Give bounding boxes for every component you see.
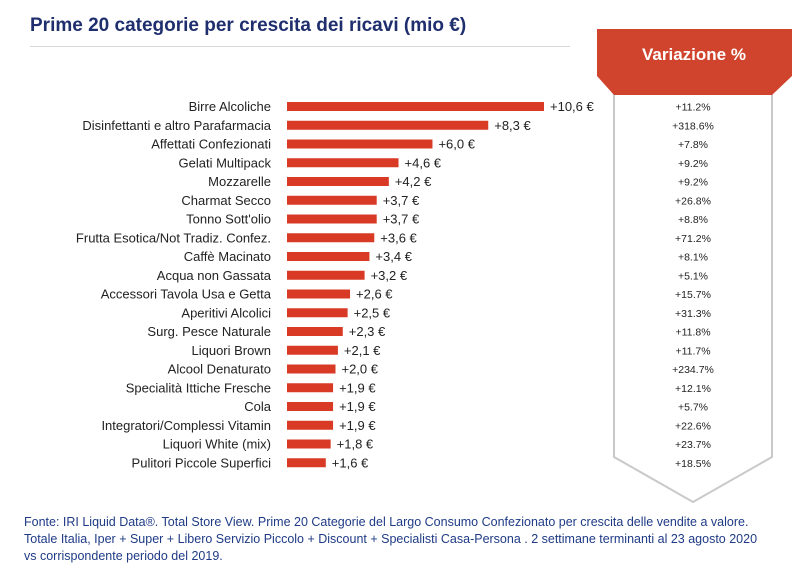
variation-header-label: Variazione % xyxy=(642,45,746,64)
category-label-cola: Cola xyxy=(244,399,272,414)
bars-layer: Birre Alcoliche +10,6 € Disinfettanti e al… xyxy=(76,99,595,470)
value-label-gelati-multipack: +4,6 € xyxy=(405,155,442,170)
category-label-affettati-confezionati: Affettati Confezionati xyxy=(151,137,271,152)
bar-liquori-white-mix xyxy=(287,439,331,449)
variation-accessori-tavola-usa-e-getta: +15.7% xyxy=(675,289,711,301)
bar-frutta-esotica-not-tradiz-confez xyxy=(287,233,375,243)
value-label-mozzarelle: +4,2 € xyxy=(395,174,432,189)
bar-birre-alcoliche xyxy=(287,102,544,111)
bar-aperitivi-alcolici xyxy=(287,308,348,318)
value-label-liquori-white-mix: +1,8 € xyxy=(337,437,374,452)
value-label-integratori-complessi-vitamin: +1,9 € xyxy=(339,418,376,433)
category-label-mozzarelle: Mozzarelle xyxy=(208,174,271,189)
variation-gelati-multipack: +9.2% xyxy=(678,158,708,170)
bar-disinfettanti-e-altro-parafarmacia xyxy=(287,120,489,130)
variation-alcool-denaturato: +234.7% xyxy=(672,364,714,376)
value-label-liquori-brown: +2,1 € xyxy=(344,343,381,358)
variation-liquori-brown: +11.7% xyxy=(675,345,710,357)
category-label-aperitivi-alcolici: Aperitivi Alcolici xyxy=(181,305,271,320)
variation-surg-pesce-naturale: +11.8% xyxy=(675,327,710,339)
value-label-frutta-esotica-not-tradiz-confez: +3,6 € xyxy=(380,230,417,245)
chart-title: Prime 20 categorie per crescita dei rica… xyxy=(30,15,467,36)
variation-pulitori-piccole-superfici: +18.5% xyxy=(675,458,711,470)
category-label-liquori-brown: Liquori Brown xyxy=(192,343,272,358)
bar-tonno-sott-olio xyxy=(287,214,377,224)
variation-disinfettanti-e-altro-parafarmacia: +318.6% xyxy=(672,120,714,132)
variation-values: +11.2% +318.6% +7.8% +9.2% +9.2% +26.8% +8.8% +… xyxy=(672,102,714,470)
value-label-pulitori-piccole-superfici: +1,6 € xyxy=(332,455,369,470)
value-label-cola: +1,9 € xyxy=(339,399,376,414)
category-label-surg-pesce-naturale: Surg. Pesce Naturale xyxy=(147,324,271,339)
variation-specialita-ittiche-fresche: +12.1% xyxy=(675,383,711,395)
variation-integratori-complessi-vitamin: +22.6% xyxy=(675,420,711,432)
bar-accessori-tavola-usa-e-getta xyxy=(287,289,351,299)
value-label-specialita-ittiche-fresche: +1,9 € xyxy=(339,380,376,395)
category-label-birre-alcoliche: Birre Alcoliche xyxy=(189,99,271,114)
variation-cola: +5.7% xyxy=(678,402,708,414)
title-divider xyxy=(30,46,570,47)
category-label-frutta-esotica-not-tradiz-confez: Frutta Esotica/Not Tradiz. Confez. xyxy=(76,230,271,245)
variation-acqua-non-gassata: +5.1% xyxy=(678,270,708,282)
bar-gelati-multipack xyxy=(287,158,399,168)
value-label-charmat-secco: +3,7 € xyxy=(383,193,420,208)
bar-mozzarelle xyxy=(287,177,389,186)
bar-surg-pesce-naturale xyxy=(287,327,343,336)
value-label-accessori-tavola-usa-e-getta: +2,6 € xyxy=(356,287,393,302)
bar-charmat-secco xyxy=(287,195,377,205)
value-label-alcool-denaturato: +2,0 € xyxy=(341,362,378,377)
bar-alcool-denaturato xyxy=(287,364,336,374)
variation-liquori-white-mix: +23.7% xyxy=(675,439,711,451)
variation-caffe-macinato: +8.1% xyxy=(678,252,708,264)
value-label-aperitivi-alcolici: +2,5 € xyxy=(354,305,391,320)
bar-acqua-non-gassata xyxy=(287,270,365,280)
variation-aperitivi-alcolici: +31.3% xyxy=(675,308,711,320)
category-label-integratori-complessi-vitamin: Integratori/Complessi Vitamin xyxy=(101,418,271,433)
variation-tonno-sott-olio: +8.8% xyxy=(678,214,708,226)
category-label-accessori-tavola-usa-e-getta: Accessori Tavola Usa e Getta xyxy=(101,287,272,302)
variation-charmat-secco: +26.8% xyxy=(675,195,711,207)
category-label-caffe-macinato: Caffè Macinato xyxy=(184,249,271,264)
variation-frutta-esotica-not-tradiz-confez: +71.2% xyxy=(675,233,711,245)
bar-specialita-ittiche-fresche xyxy=(287,383,334,393)
category-label-acqua-non-gassata: Acqua non Gassata xyxy=(157,268,272,283)
category-label-gelati-multipack: Gelati Multipack xyxy=(179,155,272,170)
variation-header-banner xyxy=(597,29,792,95)
bar-cola xyxy=(287,402,334,411)
bar-caffe-macinato xyxy=(287,252,370,261)
variation-birre-alcoliche: +11.2% xyxy=(675,102,710,114)
source-note: Fonte: IRI Liquid Data®. Total Store Vie… xyxy=(24,515,758,563)
bar-pulitori-piccole-superfici xyxy=(287,458,326,468)
variation-affettati-confezionati: +7.8% xyxy=(678,139,708,151)
value-label-birre-alcoliche: +10,6 € xyxy=(550,99,595,114)
value-label-affettati-confezionati: +6,0 € xyxy=(438,137,475,152)
category-label-liquori-white-mix: Liquori White (mix) xyxy=(163,437,271,452)
variation-mozzarelle: +9.2% xyxy=(678,177,708,189)
category-label-specialita-ittiche-fresche: Specialità Ittiche Fresche xyxy=(126,380,271,395)
bar-integratori-complessi-vitamin xyxy=(287,420,334,430)
category-label-pulitori-piccole-superfici: Pulitori Piccole Superfici xyxy=(132,455,272,470)
bar-liquori-brown xyxy=(287,345,338,355)
category-label-tonno-sott-olio: Tonno Sott'olio xyxy=(186,212,271,227)
value-label-caffe-macinato: +3,4 € xyxy=(375,249,412,264)
bar-affettati-confezionati xyxy=(287,139,433,149)
value-label-acqua-non-gassata: +3,2 € xyxy=(371,268,408,283)
category-label-alcool-denaturato: Alcool Denaturato xyxy=(168,362,271,377)
category-label-disinfettanti-e-altro-parafarmacia: Disinfettanti e altro Parafarmacia xyxy=(82,118,271,133)
category-label-charmat-secco: Charmat Secco xyxy=(181,193,271,208)
value-label-disinfettanti-e-altro-parafarmacia: +8,3 € xyxy=(494,118,531,133)
value-label-surg-pesce-naturale: +2,3 € xyxy=(349,324,386,339)
value-label-tonno-sott-olio: +3,7 € xyxy=(383,212,420,227)
